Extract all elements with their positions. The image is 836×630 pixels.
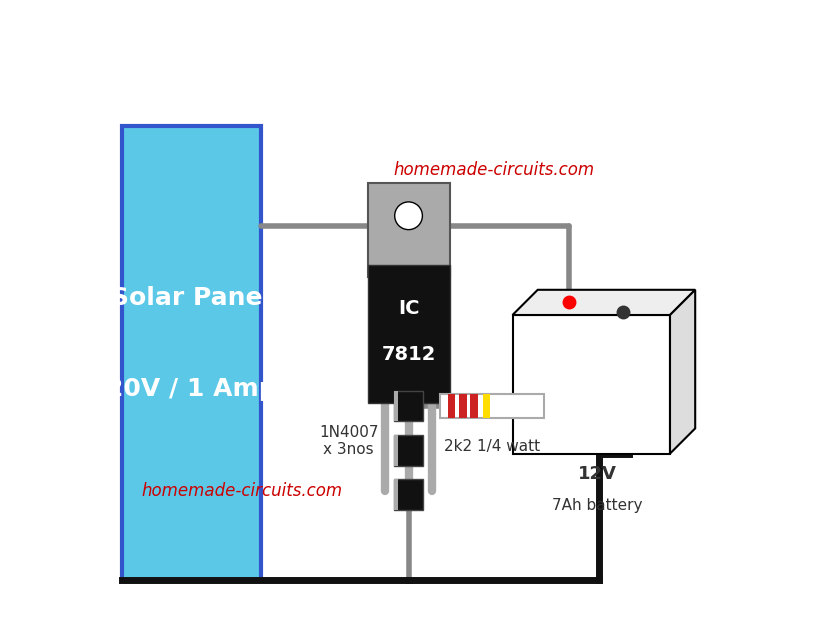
Text: Solar Panel: Solar Panel — [111, 287, 271, 311]
Bar — [395, 479, 423, 510]
Bar — [440, 394, 544, 418]
Bar — [512, 315, 670, 454]
Text: 2k2 1/4 watt: 2k2 1/4 watt — [444, 439, 540, 454]
Bar — [471, 394, 478, 418]
Text: 7812: 7812 — [381, 345, 436, 364]
Text: homemade-circuits.com: homemade-circuits.com — [141, 483, 342, 500]
Text: IC: IC — [398, 299, 420, 318]
Bar — [368, 183, 450, 277]
FancyBboxPatch shape — [122, 126, 261, 580]
Bar — [395, 435, 423, 466]
Bar — [395, 391, 423, 421]
Polygon shape — [512, 290, 696, 315]
Bar — [447, 394, 455, 418]
Text: 1N4007
x 3nos: 1N4007 x 3nos — [319, 425, 379, 457]
Bar — [395, 391, 398, 421]
Text: homemade-circuits.com: homemade-circuits.com — [393, 161, 594, 179]
Bar — [459, 394, 466, 418]
Circle shape — [395, 202, 422, 229]
Bar — [368, 265, 450, 403]
Text: 12V: 12V — [579, 465, 617, 483]
Text: 20V / 1 Amp: 20V / 1 Amp — [106, 377, 277, 401]
Text: 7Ah battery: 7Ah battery — [553, 498, 643, 513]
Bar — [395, 479, 398, 510]
Polygon shape — [670, 290, 696, 454]
Bar — [395, 435, 398, 466]
Bar — [483, 394, 491, 418]
